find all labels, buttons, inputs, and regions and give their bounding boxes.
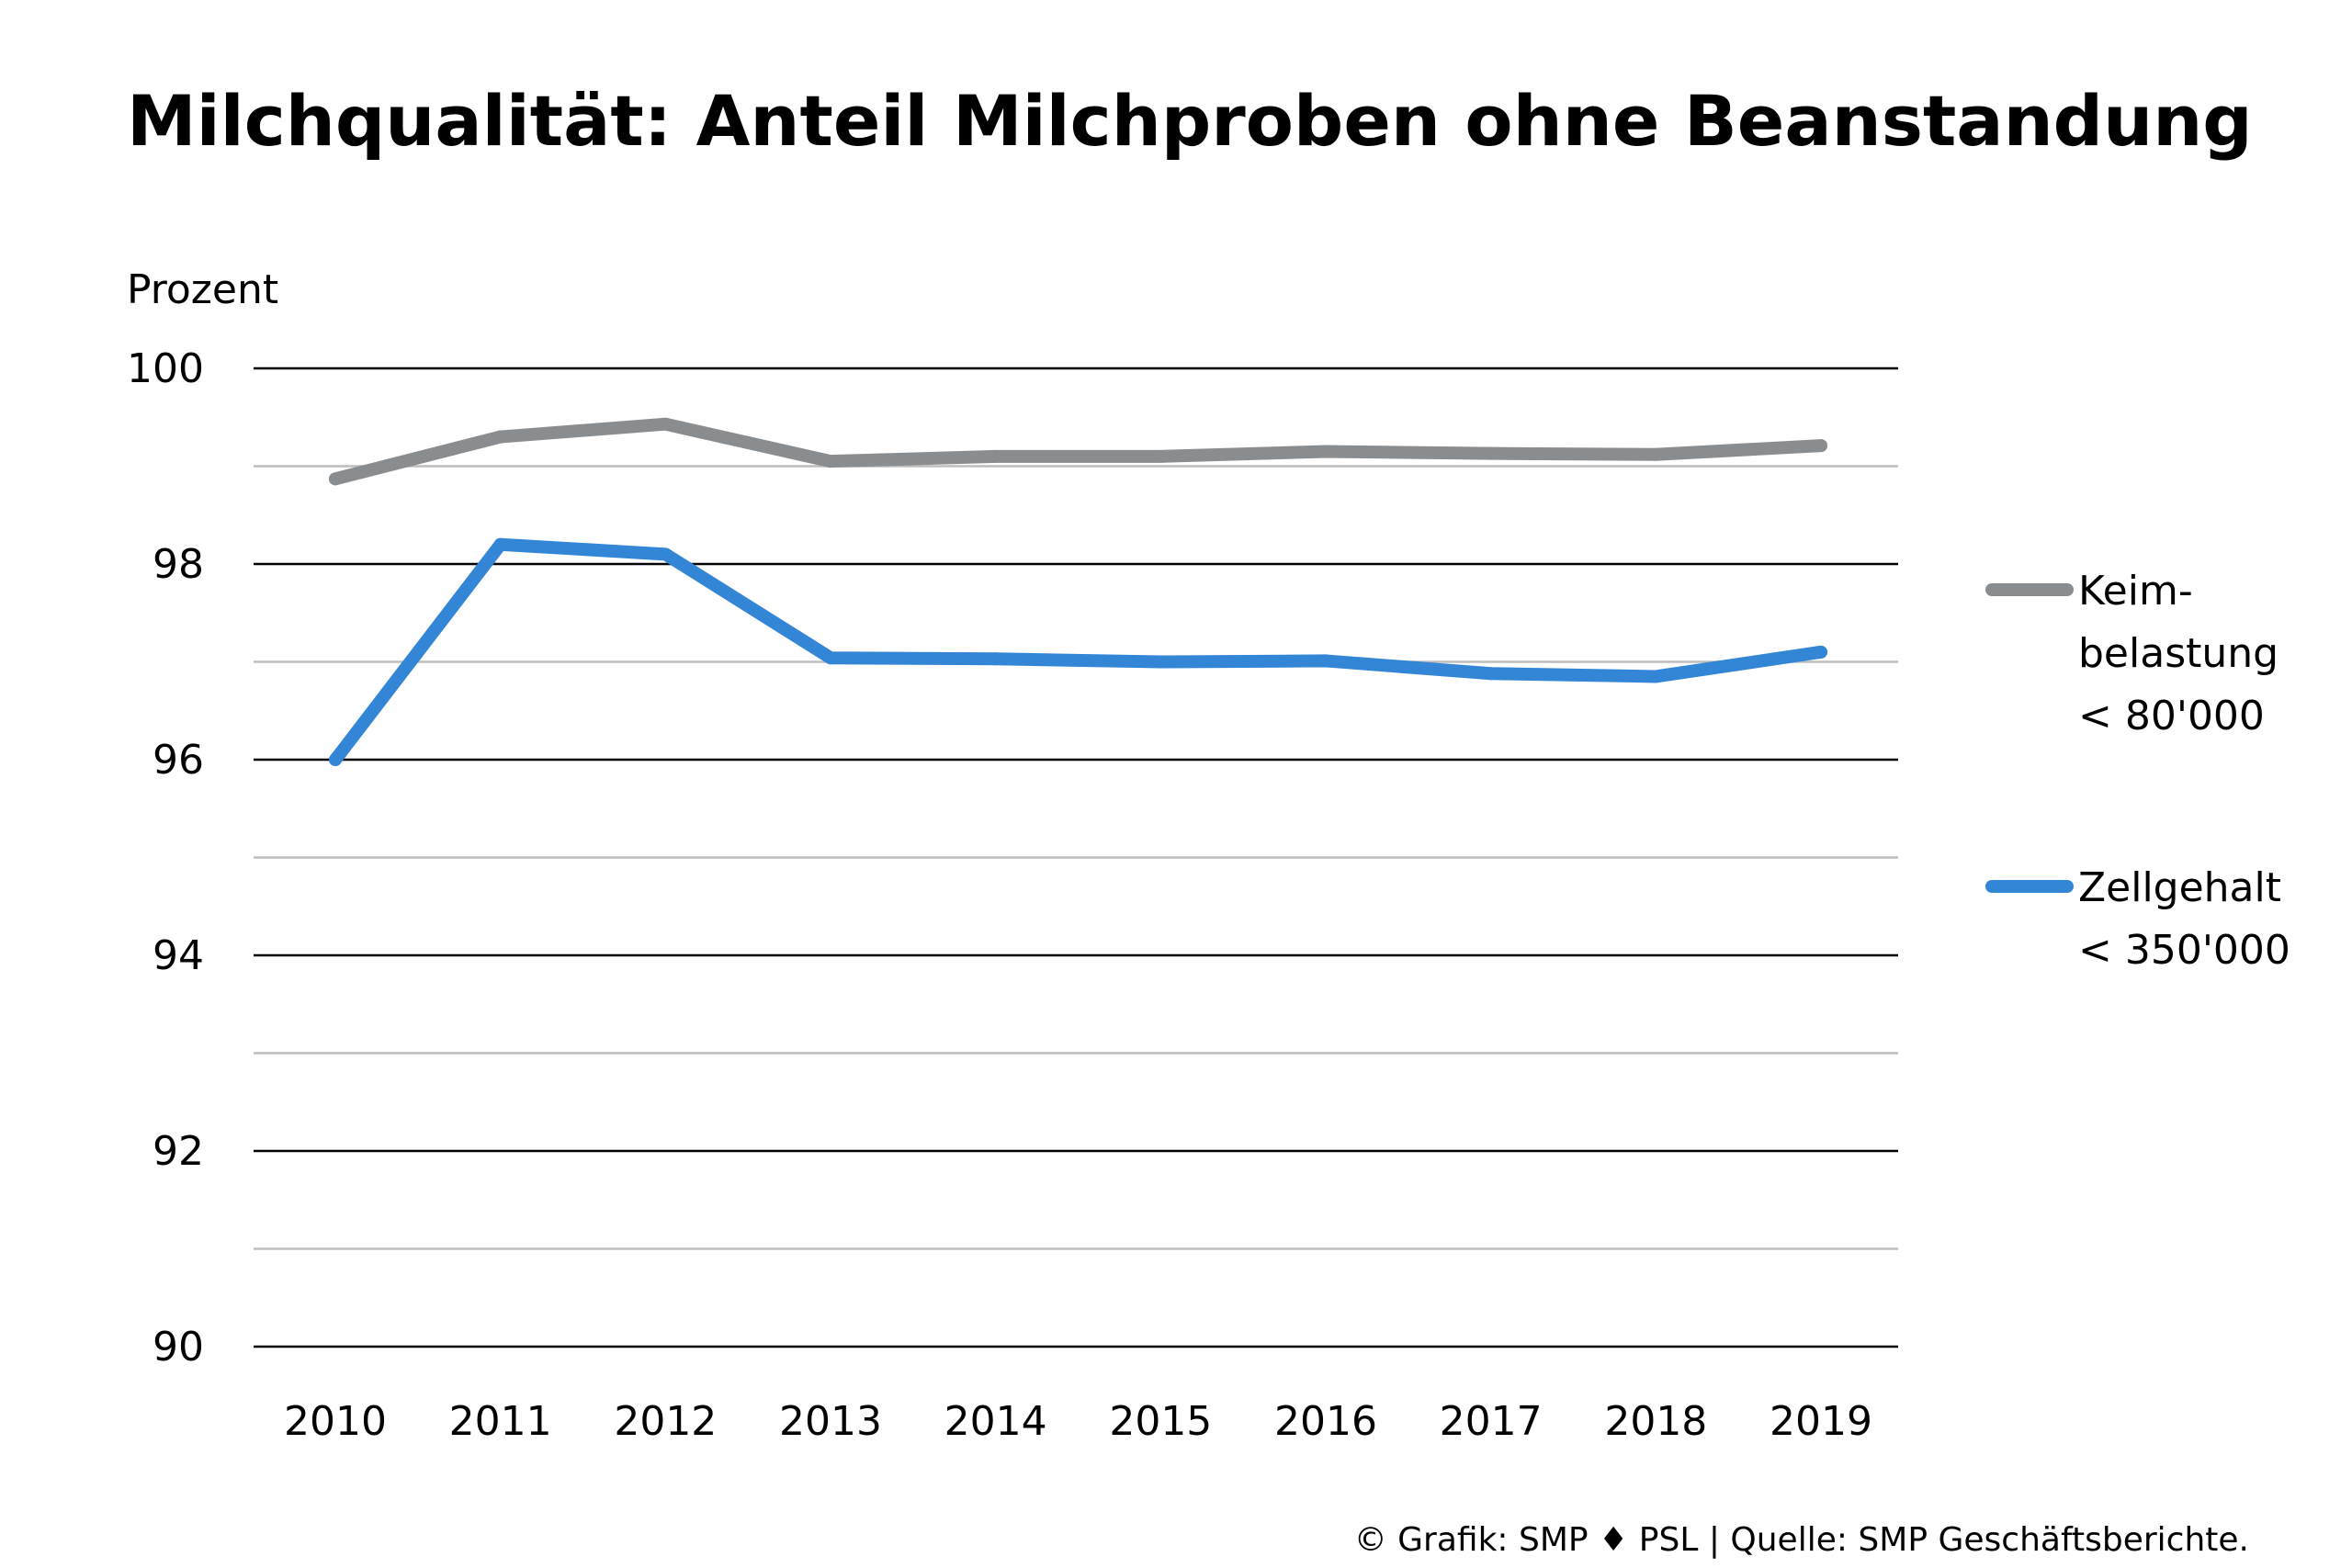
legend-label: belastung (2078, 630, 2278, 677)
y-axis-unit-label: Prozent (127, 266, 278, 313)
x-tick-label: 2016 (1274, 1398, 1377, 1445)
y-tick-label: 94 (153, 932, 204, 979)
x-axis-tick-labels: 2010 2011 2012 2013 2014 2015 2016 2017 2018 2019 (284, 1398, 1872, 1445)
x-tick-label: 2011 (449, 1398, 552, 1445)
data-point (1484, 667, 1498, 681)
data-point (1319, 445, 1332, 458)
x-tick-label: 2015 (1109, 1398, 1212, 1445)
x-tick-label: 2010 (284, 1398, 387, 1445)
legend: Keim-belastung < 80'000 Zellgehalt < 350'00… (1985, 568, 2290, 974)
y-tick-label: 98 (153, 541, 204, 588)
legend-label: < 350'000 (2078, 927, 2290, 974)
data-point (989, 652, 1002, 666)
x-tick-label: 2013 (779, 1398, 882, 1445)
data-point (1154, 655, 1168, 669)
data-point (1649, 670, 1663, 683)
y-axis-tick-labels: 90 92 94 96 98 100 (127, 345, 204, 1371)
x-tick-label: 2017 (1440, 1398, 1543, 1445)
y-tick-label: 96 (153, 737, 204, 784)
data-point (493, 537, 507, 551)
data-point (329, 753, 342, 766)
legend-label: Zellgehalt (2078, 864, 2281, 911)
gridlines (254, 367, 1898, 1348)
y-tick-label: 92 (153, 1128, 204, 1175)
data-point (1649, 447, 1663, 461)
x-tick-label: 2014 (944, 1398, 1047, 1445)
x-tick-label: 2018 (1604, 1398, 1707, 1445)
data-point (1815, 439, 1827, 453)
data-point (989, 449, 1002, 463)
x-tick-label: 2019 (1770, 1398, 1872, 1445)
series-line-zellgehalt (329, 537, 1827, 766)
x-tick-label: 2012 (614, 1398, 717, 1445)
data-point (493, 430, 507, 444)
source-note: © Grafik: SMP ♦ PSL | Quelle: SMP Geschä… (1354, 1521, 2249, 1559)
legend-label: < 80'000 (2078, 693, 2265, 739)
data-point (1815, 645, 1827, 659)
legend-label: Keim- (2078, 568, 2193, 615)
y-tick-label: 100 (127, 345, 204, 392)
series-lines (329, 417, 1827, 766)
data-point (1484, 446, 1498, 460)
y-tick-label: 90 (153, 1324, 204, 1371)
chart-title: Milchqualität: Anteil Milchproben ohne B… (127, 80, 2253, 162)
data-point (329, 472, 342, 486)
data-point (824, 455, 837, 468)
data-point (1154, 449, 1168, 463)
data-point (824, 651, 837, 665)
data-point (1319, 654, 1332, 668)
series-line-keimbelastung (329, 417, 1827, 486)
data-point (659, 417, 673, 431)
data-point (659, 547, 673, 561)
